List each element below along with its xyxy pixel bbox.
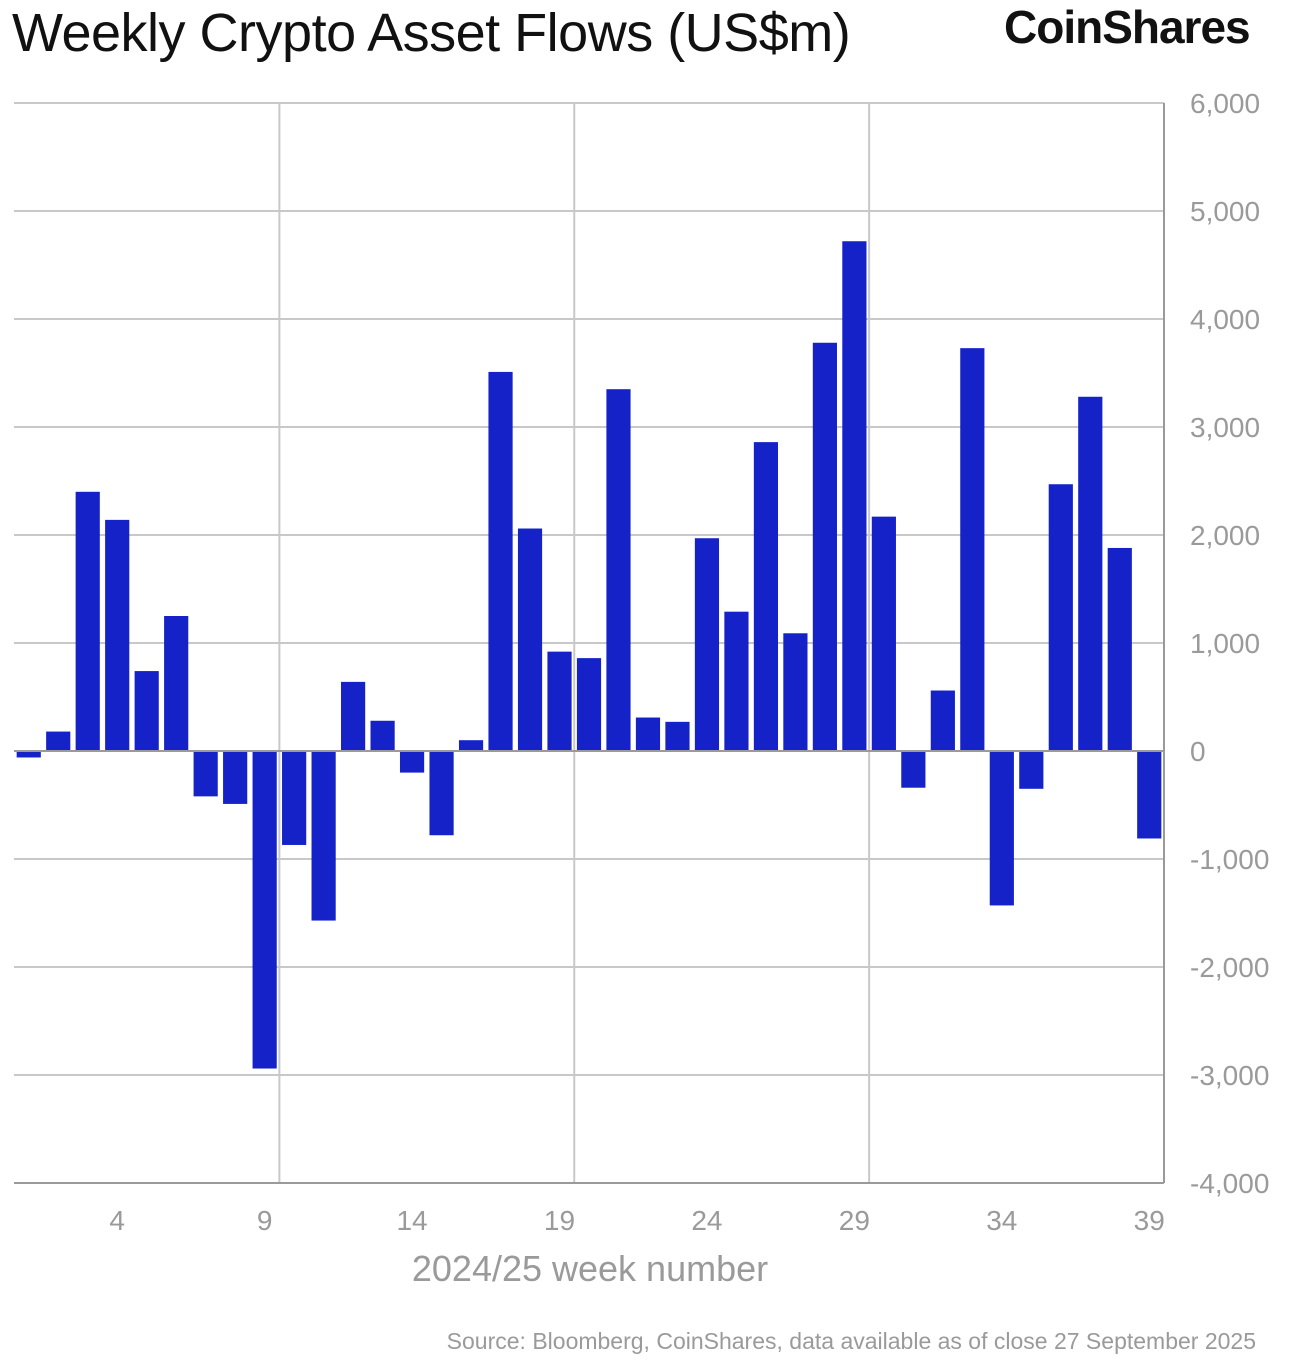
bar	[1048, 484, 1073, 751]
y-tick-label: 3,000	[1190, 412, 1260, 443]
bar	[606, 389, 631, 751]
bar	[901, 751, 926, 788]
bar	[252, 751, 277, 1069]
y-tick-label: 0	[1190, 736, 1206, 767]
bar	[665, 721, 690, 751]
bar	[429, 751, 454, 836]
bar	[930, 690, 955, 751]
bars	[16, 241, 1162, 1069]
bar	[547, 651, 572, 751]
x-tick-label: 39	[1134, 1205, 1165, 1236]
y-tick-label: 6,000	[1190, 88, 1260, 119]
bar	[105, 519, 130, 751]
bar	[753, 442, 779, 751]
bar	[1137, 751, 1162, 839]
bar	[399, 751, 425, 773]
x-tick-labels: 4 9 14 19 24 29 34 39	[109, 1205, 1164, 1236]
bar	[812, 342, 837, 751]
bar	[282, 751, 307, 845]
x-tick-label: 24	[691, 1205, 722, 1236]
bar	[370, 720, 395, 751]
bar	[1078, 396, 1103, 751]
x-tick-label: 9	[257, 1205, 273, 1236]
axes	[14, 103, 1165, 1184]
bar	[783, 633, 808, 751]
bar	[75, 491, 100, 751]
y-tick-label: -4,000	[1190, 1168, 1269, 1199]
bar	[193, 751, 218, 797]
bar	[1019, 751, 1044, 789]
bar	[311, 751, 336, 921]
grid-lines	[14, 102, 1164, 1184]
bar	[989, 751, 1014, 906]
bar	[134, 671, 159, 751]
bar	[694, 538, 720, 751]
x-tick-label: 19	[544, 1205, 575, 1236]
y-tick-label: 4,000	[1190, 304, 1260, 335]
y-tick-label: -2,000	[1190, 952, 1269, 983]
bar	[635, 717, 661, 751]
x-tick-label: 29	[839, 1205, 870, 1236]
bar	[724, 611, 749, 751]
y-tick-label: 1,000	[1190, 628, 1260, 659]
bar	[341, 681, 366, 751]
bar	[223, 751, 248, 804]
source-note: Source: Bloomberg, CoinShares, data avai…	[446, 1328, 1256, 1354]
chart-title: Weekly Crypto Asset Flows (US$m)	[12, 3, 851, 63]
y-tick-label: -1,000	[1190, 844, 1269, 875]
bar	[871, 516, 896, 751]
x-tick-label: 34	[986, 1205, 1017, 1236]
bar	[46, 731, 71, 751]
coinshares-logo: CoinShares	[1004, 1, 1251, 53]
x-axis-title: 2024/25 week number	[411, 1248, 769, 1289]
bar	[960, 348, 985, 751]
x-tick-label: 4	[109, 1205, 125, 1236]
y-tick-label: 2,000	[1190, 520, 1260, 551]
bar	[164, 616, 189, 751]
bar	[517, 528, 543, 751]
y-tick-labels: 6,000 5,000 4,000 3,000 2,000 1,000 0 -1,000 -2,…	[1190, 88, 1269, 1199]
y-tick-label: 5,000	[1190, 196, 1260, 227]
bar	[458, 740, 484, 751]
bar	[1107, 547, 1132, 751]
bar	[576, 658, 602, 751]
bar	[488, 371, 513, 751]
x-tick-label: 14	[396, 1205, 427, 1236]
bar	[842, 241, 867, 752]
bar	[16, 751, 41, 758]
y-tick-label: -3,000	[1190, 1060, 1269, 1091]
